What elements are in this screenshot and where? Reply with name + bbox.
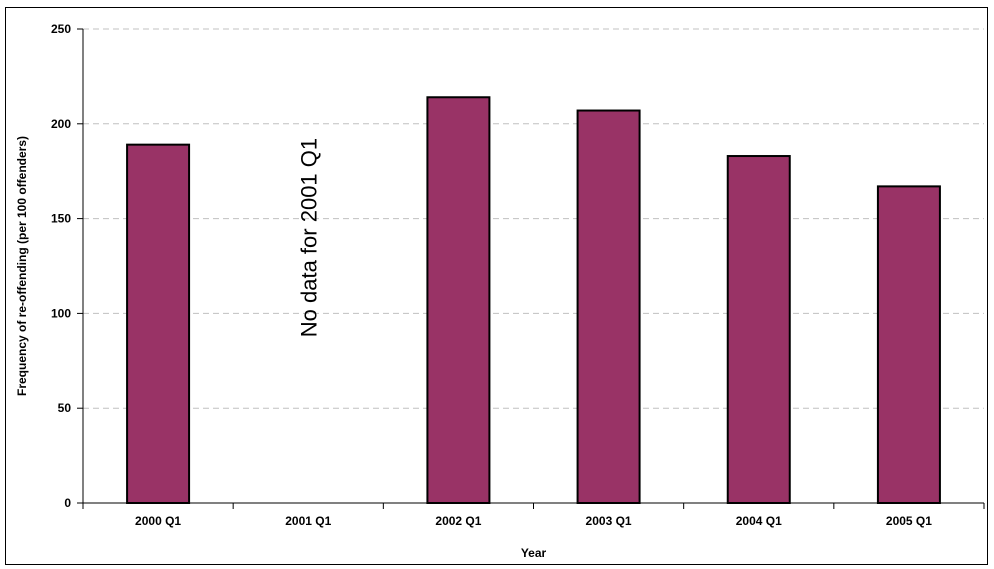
- bar-2003-q1: [576, 109, 641, 504]
- y-tick-label: 250: [51, 22, 71, 36]
- bar-2002-q1: [426, 96, 491, 504]
- chart-frame: 0 50 100 150 200 250 2000 Q1 2001 Q1 2002 Q1 2003…: [5, 7, 988, 565]
- x-tick-label: 2002 Q1: [435, 514, 481, 528]
- x-tick-label: 2001 Q1: [285, 514, 331, 528]
- y-tick-label: 50: [58, 401, 72, 415]
- x-tick-label: 2000 Q1: [135, 514, 181, 528]
- y-tick-label: 0: [64, 496, 71, 510]
- y-tick-label: 200: [51, 117, 71, 131]
- no-data-annotation: No data for 2001 Q1: [296, 138, 321, 337]
- bar-chart: 0 50 100 150 200 250 2000 Q1 2001 Q1 2002 Q1 2003…: [15, 22, 985, 560]
- bar-2005-q1: [876, 185, 941, 504]
- tick-labels: 0 50 100 150 200 250 2000 Q1 2001 Q1 2002 Q1 2003…: [51, 22, 932, 528]
- x-tick-label: 2003 Q1: [586, 514, 632, 528]
- axes: [77, 28, 985, 509]
- bar-2004-q1: [726, 155, 791, 504]
- y-axis-title: Frequency of re-offending (per 100 offen…: [15, 136, 29, 396]
- bar-2000-q1: [126, 143, 191, 504]
- x-tick-label: 2005 Q1: [886, 514, 932, 528]
- y-tick-label: 100: [51, 306, 71, 320]
- x-tick-label: 2004 Q1: [736, 514, 782, 528]
- bars: [126, 96, 941, 504]
- y-tick-label: 150: [51, 212, 71, 226]
- gridlines: [83, 28, 984, 409]
- x-axis-title: Year: [521, 546, 547, 560]
